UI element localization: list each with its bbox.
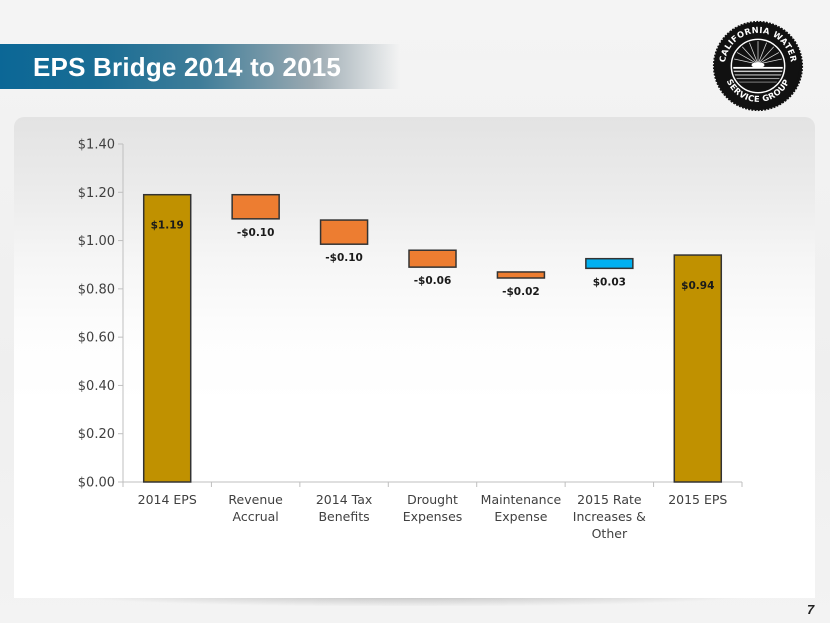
bar-decrease: [231, 193, 280, 220]
data-labels: $1.19 -$0.10 -$0.10 -$0.06 -$0.02 $0.03 $0.94: [151, 220, 715, 298]
data-label: -$0.02: [502, 286, 540, 298]
x-category-label: Drought Expenses: [403, 492, 463, 524]
page-number: 7: [807, 602, 815, 617]
title-band: [0, 44, 400, 89]
bar-increase: [585, 257, 634, 270]
data-label: $0.03: [593, 276, 626, 288]
y-tick-label: $0.40: [78, 379, 115, 394]
x-category-label: 2015 EPS: [668, 492, 727, 507]
x-category-label: 2015 Rate Increases & Other: [573, 492, 646, 541]
bar-decrease: [408, 249, 457, 268]
y-tick-label: $1.40: [78, 138, 115, 153]
data-label: $1.19: [151, 220, 184, 232]
y-tick-label: $0.20: [78, 427, 115, 442]
x-category-label: 2014 Tax Benefits: [316, 492, 372, 524]
y-axis: $0.00 $0.20 $0.40 $0.60 $0.80 $1.00 $1.20 $1.40: [78, 138, 124, 491]
x-axis: 2014 EPS Revenue Accrual 2014 Tax Benefits Dr…: [122, 481, 743, 541]
x-category-label: Maintenance Expense: [481, 492, 562, 524]
x-category-label: 2014 EPS: [138, 492, 197, 507]
y-tick-label: $1.20: [78, 186, 115, 201]
company-seal-icon: CALIFORNIA WATER SERVICE GROUP: [712, 20, 804, 112]
data-label: $0.94: [681, 280, 714, 292]
bar-decrease: [496, 271, 546, 279]
slide-title: EPS Bridge 2014 to 2015: [33, 52, 342, 82]
bar-total: [142, 193, 192, 483]
bar-decrease: [319, 219, 369, 245]
data-label: -$0.10: [237, 227, 275, 239]
data-label: -$0.10: [325, 252, 363, 264]
y-tick-label: $0.00: [78, 476, 115, 491]
logo-sunrise-icon: [733, 41, 783, 83]
y-tick-label: $0.80: [78, 282, 115, 297]
bar-total: [673, 254, 723, 483]
bars: [142, 193, 723, 483]
y-tick-label: $0.60: [78, 331, 115, 346]
x-category-label: Revenue Accrual: [228, 492, 283, 524]
data-label: -$0.06: [414, 275, 452, 287]
y-tick-label: $1.00: [78, 234, 115, 249]
